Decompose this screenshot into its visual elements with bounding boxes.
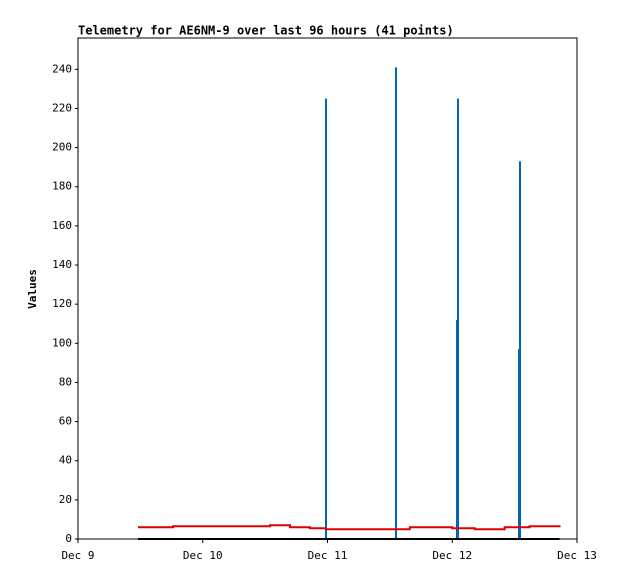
x-tick-label: Dec 12 bbox=[432, 549, 472, 562]
y-tick-label: 60 bbox=[59, 415, 72, 428]
y-tick-label: 180 bbox=[52, 180, 72, 193]
y-tick-label: 0 bbox=[65, 532, 72, 545]
x-tick-label: Dec 10 bbox=[183, 549, 223, 562]
y-tick-label: 240 bbox=[52, 62, 72, 75]
series-line bbox=[138, 524, 561, 531]
x-tick-label: Dec 13 bbox=[557, 549, 597, 562]
y-tick-label: 120 bbox=[52, 297, 72, 310]
y-tick-label: 160 bbox=[52, 219, 72, 232]
x-tick-label: Dec 9 bbox=[61, 549, 94, 562]
y-tick-label: 200 bbox=[52, 141, 72, 154]
x-tick-label: Dec 11 bbox=[308, 549, 348, 562]
y-tick-label: 140 bbox=[52, 258, 72, 271]
y-tick-label: 20 bbox=[59, 493, 72, 506]
chart-title: Telemetry for AE6NM-9 over last 96 hours… bbox=[78, 24, 454, 38]
y-tick-label: 80 bbox=[59, 375, 72, 388]
y-tick-label: 220 bbox=[52, 101, 72, 114]
y-tick-label: 40 bbox=[59, 454, 72, 467]
y-axis-label: Values bbox=[26, 269, 39, 309]
y-tick-label: 100 bbox=[52, 336, 72, 349]
